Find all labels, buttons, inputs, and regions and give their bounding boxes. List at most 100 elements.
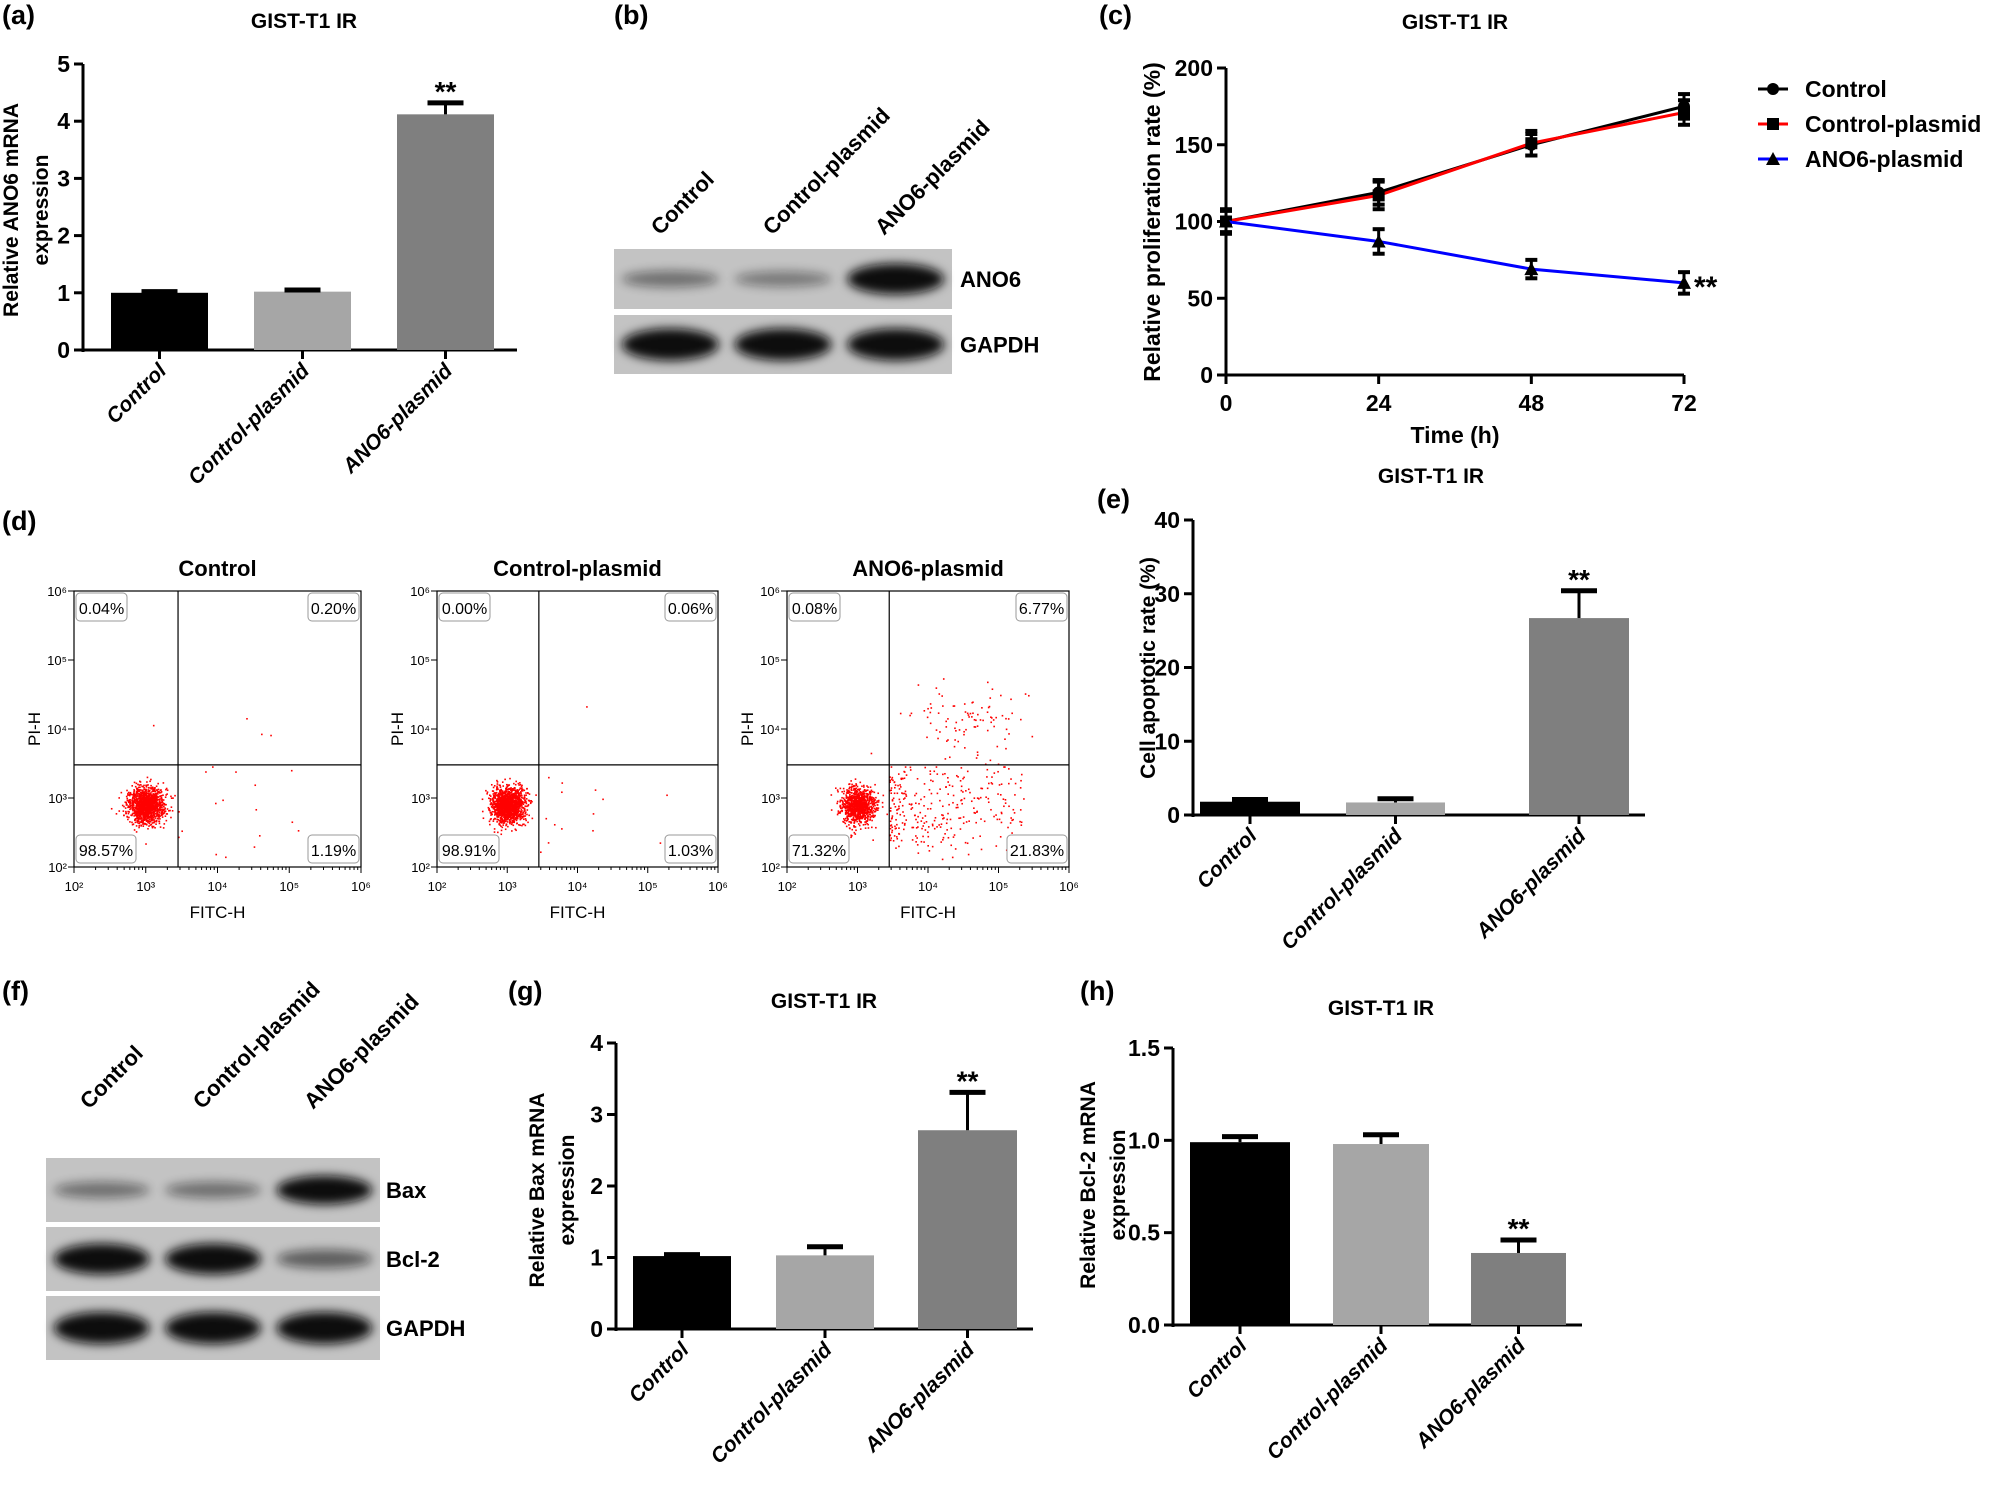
data-point [855,792,858,794]
data-point [871,798,874,801]
data-point [504,819,506,822]
data-point [898,805,900,808]
data-point [837,790,839,793]
data-point [510,788,513,791]
data-point [155,815,157,818]
data-point [139,786,141,789]
data-point [851,828,854,831]
data-point [518,794,521,797]
data-point [501,813,504,816]
data-point [494,794,496,796]
data-point [951,856,954,859]
data-point [261,733,263,736]
data-point [900,778,903,781]
data-point [500,804,503,807]
data-point [530,799,532,802]
protein-band [165,1312,261,1344]
data-point [149,814,152,817]
data-point [140,825,142,827]
data-point [144,806,146,809]
data-point [496,821,498,823]
data-point [142,796,145,798]
data-point [158,811,161,814]
data-point [516,822,518,825]
data-point [496,779,498,782]
data-point [510,787,512,789]
data-point [492,818,495,821]
data-point [159,789,162,792]
data-point [520,785,523,788]
data-point [936,773,939,775]
data-point [513,815,516,818]
data-point [496,818,499,821]
y-tick-label: 1.5 [1128,1035,1160,1061]
y-tick-label: 30 [1154,581,1180,607]
data-point [158,809,160,812]
data-point [141,789,144,792]
data-point [863,811,866,813]
data-point [495,803,497,805]
data-point [152,800,154,803]
data-point [1012,808,1015,811]
data-point [870,797,873,800]
data-point [935,687,938,689]
data-point [153,814,156,816]
data-point [488,807,490,810]
data-point [526,809,529,811]
data-point [520,792,522,795]
data-point [850,787,853,789]
data-point [134,802,137,804]
data-point [121,804,124,807]
data-point [159,815,161,818]
data-point [157,815,160,818]
data-point [159,806,161,809]
data-point [861,815,864,818]
data-point [499,819,502,822]
data-point [145,793,148,795]
data-point [500,833,503,836]
data-point [957,806,959,809]
data-point [867,794,869,796]
data-point [960,767,963,769]
marker-square [1678,106,1690,119]
data-point [864,823,867,826]
data-point [146,819,149,822]
data-point [161,806,163,809]
data-point [865,805,867,808]
data-point [488,797,490,800]
data-point [508,795,511,797]
data-point [136,795,139,797]
plot-frame [73,590,362,868]
data-point [515,792,518,794]
data-point [522,812,524,814]
data-point [869,796,872,798]
data-point [958,817,960,820]
data-point [139,807,142,810]
data-point [516,792,519,794]
data-point [246,717,248,720]
data-point [154,805,157,807]
protein-band [53,1181,150,1199]
data-point [853,831,856,834]
data-point [868,797,871,800]
data-point [858,819,861,821]
data-point [1020,824,1023,826]
data-point [843,818,845,820]
data-point [506,801,509,804]
data-point [165,794,167,796]
data-point [517,794,519,797]
data-point [135,808,137,810]
data-point [859,799,861,801]
data-point [503,815,506,817]
data-point [864,803,866,806]
data-point [849,806,852,809]
data-point [146,797,148,799]
data-point [830,809,833,811]
data-point [859,817,862,820]
data-point [141,804,144,807]
data-point [155,819,158,822]
data-point [504,812,506,814]
data-point [516,803,519,806]
data-point [510,800,512,803]
data-point [144,804,147,806]
